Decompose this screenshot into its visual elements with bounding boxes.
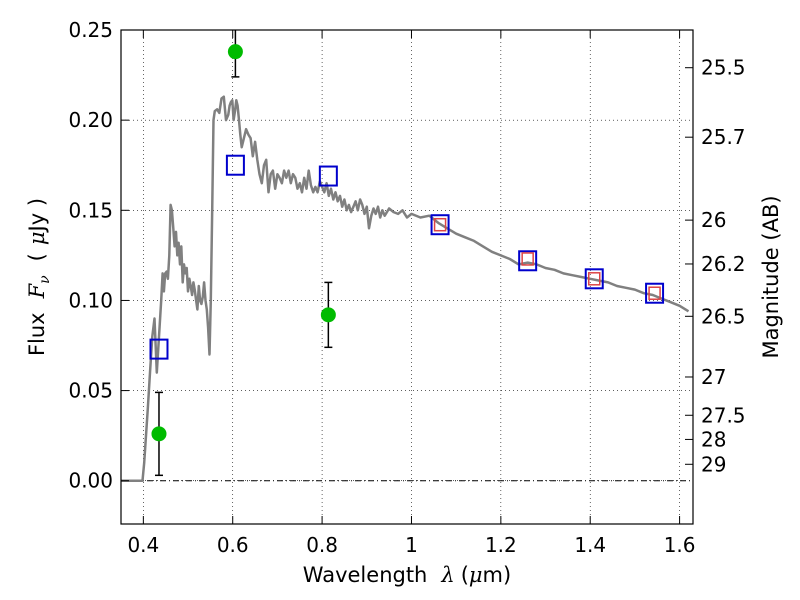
x-tick-label: 1.2 [485,533,517,557]
model-squares [149,154,665,360]
inner-square [648,286,661,300]
observed-point [151,426,167,442]
y-tick-label: 0.10 [68,288,113,312]
y-tick-label: 0.15 [68,198,113,222]
plot-area [121,30,693,524]
y-tick-label: 0.05 [68,379,113,403]
inner-square [587,272,601,286]
x-tick-label: 0.4 [127,533,159,557]
x-tick-label: 0.6 [217,533,249,557]
x-tick-label: 1.6 [664,533,696,557]
x-axis-label: Wavelength λ (μm) [303,563,511,587]
y2-tick-label: 27 [701,365,726,389]
y-tick-label: 0.00 [68,469,113,493]
model-square [518,250,538,272]
y2-tick-label: 26.5 [701,304,746,328]
y2-axis-label: Magnitude (AB) [759,195,783,358]
inner-square [433,217,447,232]
y-axis-label: FluxFν(μJy ) [25,198,53,356]
inner-squares [433,217,661,300]
y2-tick-label: 25.7 [701,125,746,149]
y2-tick-label: 28 [701,427,726,451]
y-tick-label: 0.20 [68,108,113,132]
model-spectrum-line [121,95,690,482]
model-square [149,338,169,360]
observed-point [227,44,243,60]
x-tick-label: 0.8 [306,533,338,557]
y2-tick-label: 25.5 [701,56,746,80]
model-square [225,154,245,176]
y-axis-ticks: 0.00 0.05 0.10 0.15 0.20 0.25 [68,18,129,493]
observed-point [320,307,336,323]
model-square [584,268,604,290]
model-square [318,165,338,187]
y2-tick-label: 26.2 [701,252,746,276]
model-square [645,282,665,304]
plot-frame [120,29,694,525]
observed-points [151,44,336,442]
inner-square [521,252,534,266]
x-tick-label: 1.4 [574,533,606,557]
x-tick-label: 1 [405,533,418,557]
y2-tick-label: 26 [701,208,726,232]
x-axis-ticks: 0.4 0.6 0.8 1 1.2 1.4 1.6 [127,30,696,557]
y-tick-label: 0.25 [68,18,113,42]
model-square [430,214,450,236]
y2-tick-label: 27.5 [701,403,746,427]
y2-tick-label: 29 [701,452,726,476]
